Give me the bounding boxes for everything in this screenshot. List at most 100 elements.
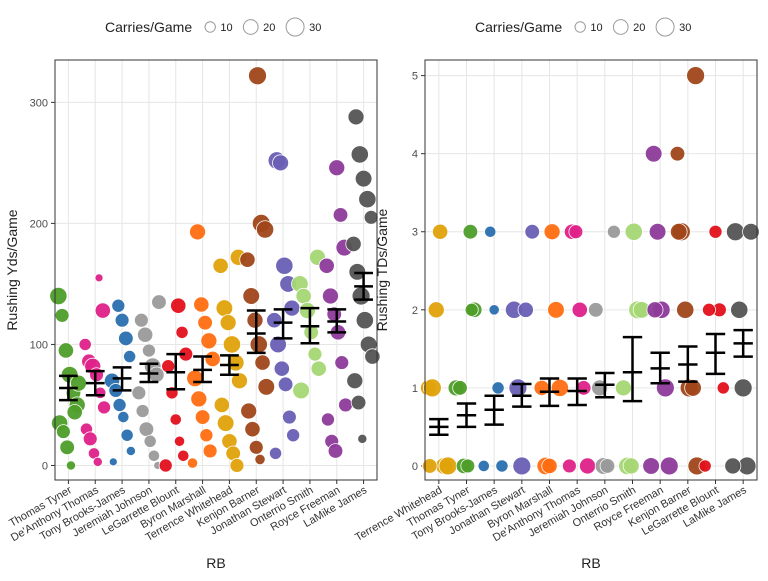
data-point: [547, 301, 565, 319]
data-point: [111, 298, 126, 313]
data-point: [438, 456, 458, 476]
data-point: [135, 404, 150, 418]
plot-border: [54, 59, 378, 481]
data-point: [562, 458, 577, 474]
data-point: [350, 145, 369, 164]
data-point: [495, 459, 509, 473]
data-point: [266, 312, 283, 329]
legend-label: 10: [220, 22, 232, 34]
data-point: [533, 379, 550, 396]
data-point: [571, 301, 588, 318]
data-point: [249, 335, 268, 354]
data-point: [125, 445, 136, 456]
data-point: [240, 402, 258, 420]
data-point: [716, 381, 730, 395]
data-point: [357, 433, 368, 444]
data-point: [65, 460, 76, 471]
data-point: [194, 409, 211, 425]
data-point: [92, 456, 103, 467]
data-point: [133, 312, 149, 328]
data-point: [355, 311, 374, 330]
data-point: [204, 350, 221, 368]
data-point: [345, 235, 362, 253]
data-point: [118, 330, 134, 347]
data-point: [147, 449, 161, 462]
data-point: [255, 220, 275, 239]
data-point: [669, 222, 688, 241]
data-point: [432, 223, 449, 240]
data-point: [575, 380, 592, 396]
data-point: [248, 66, 267, 86]
data-point: [66, 404, 83, 421]
data-point: [229, 458, 245, 473]
data-point: [622, 457, 640, 475]
data-point: [273, 360, 290, 377]
data-point: [54, 308, 70, 323]
data-point: [186, 457, 199, 469]
data-point: [422, 458, 438, 474]
data-point: [286, 428, 301, 443]
data-point: [177, 449, 190, 462]
data-point: [170, 297, 187, 314]
data-point: [524, 223, 540, 240]
data-point: [303, 324, 319, 341]
data-point: [477, 459, 490, 473]
data-point: [363, 209, 379, 225]
data-point: [298, 302, 316, 319]
data-point: [169, 413, 182, 426]
data-point: [724, 457, 742, 475]
data-point: [452, 380, 468, 396]
data-point: [320, 412, 335, 427]
data-point: [332, 207, 349, 223]
legend-label: 10: [590, 22, 602, 34]
data-point: [684, 379, 702, 397]
data-point: [644, 144, 663, 163]
data-point: [138, 421, 155, 437]
data-point: [351, 286, 371, 306]
data-point: [282, 409, 297, 425]
data-point: [242, 287, 260, 305]
data-point: [328, 159, 346, 177]
data-point: [108, 457, 118, 467]
data-point: [648, 222, 667, 241]
data-point: [197, 314, 213, 331]
plot-border: [424, 59, 758, 481]
data-point: [698, 459, 712, 473]
data-point: [114, 312, 130, 328]
legend-label: 20: [633, 22, 645, 34]
data-point: [175, 325, 189, 339]
y-tick-label: 4: [412, 149, 418, 161]
legend-title: Carries/Game: [105, 19, 192, 35]
data-point: [354, 169, 373, 188]
data-point: [488, 304, 500, 316]
data-point: [338, 397, 353, 413]
legend-key: [655, 17, 675, 37]
data-point: [462, 223, 479, 240]
data-point: [614, 379, 632, 397]
data-point: [517, 301, 534, 318]
data-point: [702, 302, 716, 317]
data-point: [364, 348, 381, 365]
data-point: [131, 385, 147, 401]
data-point: [141, 343, 156, 358]
legend-label: 20: [263, 22, 275, 34]
data-point: [599, 458, 616, 474]
data-point: [318, 257, 335, 274]
y-tick-label: 200: [30, 218, 48, 230]
legend-key: [612, 19, 629, 35]
data-point: [49, 286, 68, 306]
data-point: [669, 145, 686, 162]
data-point: [730, 300, 749, 319]
data-point: [94, 302, 111, 319]
data-point: [151, 294, 167, 310]
data-point: [186, 369, 204, 388]
data-point: [725, 222, 745, 242]
data-point: [215, 299, 234, 317]
data-point: [213, 396, 230, 414]
data-point: [588, 302, 604, 318]
data-point: [742, 222, 760, 241]
y-tick-label: 5: [412, 71, 418, 83]
data-point: [347, 108, 365, 126]
